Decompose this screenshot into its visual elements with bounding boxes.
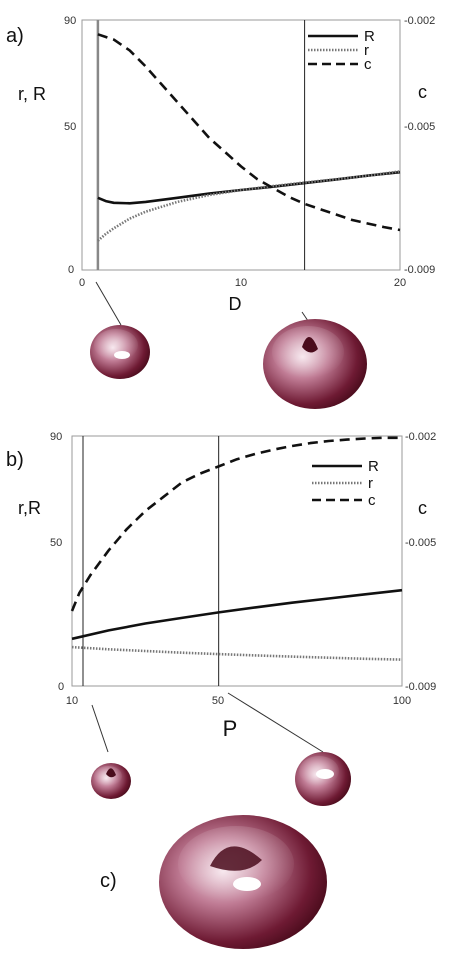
panel-a-ytick-left-50: 50 [64,121,76,133]
panel-b-xtick-50: 50 [212,695,224,707]
panel-b-ylabel-right: c [418,498,427,518]
panel-b-series [70,436,403,661]
panel-a-markers [96,20,306,270]
panel-b-label: b) [6,449,24,471]
panel-b-ytick-left-90: 90 [50,431,62,443]
panel-b-legend: R r c [312,458,379,509]
torus-small-a [90,325,150,379]
torus-large-c [159,815,327,949]
panel-b-pointer-left [91,704,109,753]
panel-b-xtick-100: 100 [393,695,411,707]
panel-b-xtick-10: 10 [66,695,78,707]
panel-a-ytick-right-mid: -0.005 [404,121,435,133]
panel-b-plot-frame [71,435,403,687]
panel-a-ytick-left-0: 0 [68,264,74,276]
torus-small-b [91,763,131,799]
torus-large-a [263,319,367,409]
panel-b-ylabel-left: r,R [18,498,41,518]
panel-a-series-r [97,170,401,242]
panel-b: b) r,R c P 90 50 0 -0.002 -0.005 -0.009 … [6,431,436,806]
panel-b-pointer-right [227,692,324,753]
panel-a-xtick-0: 0 [79,277,85,289]
panel-a-xlabel: D [229,294,242,314]
panel-b-legend-R: R [368,458,379,475]
panel-b-markers [82,436,220,686]
panel-b-ytick-right-bottom: -0.009 [405,681,436,693]
panel-c: c) [100,815,327,949]
panel-a-ytick-right-bottom: -0.009 [404,264,435,276]
panel-a-ytick-left-90: 90 [64,15,76,27]
panel-a-legend-c: c [364,56,372,73]
panel-b-ytick-right-top: -0.002 [405,431,436,443]
panel-a-legend: R r c [308,28,375,73]
panel-b-legend-r: r [368,475,373,492]
panel-a-series [97,33,401,242]
panel-a-xtick-20: 20 [394,277,406,289]
panel-b-ytick-left-0: 0 [58,681,64,693]
panel-a-label: a) [6,25,24,47]
panel-b-legend-c: c [368,492,376,509]
panel-a-legend-R: R [364,28,375,45]
torus-small-b2 [295,752,351,806]
panel-b-series-r [71,645,403,661]
panel-b-series-c [70,436,402,612]
panel-a: a) r, R c D 90 50 0 -0.002 -0.005 -0.009… [6,15,435,409]
panel-a-xtick-10: 10 [235,277,247,289]
panel-b-xlabel: P [223,716,238,741]
panel-b-series-R [71,588,403,641]
panel-b-ytick-left-50: 50 [50,537,62,549]
panel-b-ytick-right-mid: -0.005 [405,537,436,549]
panel-a-ylabel-left: r, R [18,84,46,104]
panel-a-ytick-right-top: -0.002 [404,15,435,27]
panel-a-ylabel-right: c [418,82,427,102]
panel-a-pointer-left [95,281,122,326]
panel-a-plot-frame [81,19,401,271]
panel-c-label: c) [100,870,117,892]
panel-a-legend-r: r [364,42,369,59]
